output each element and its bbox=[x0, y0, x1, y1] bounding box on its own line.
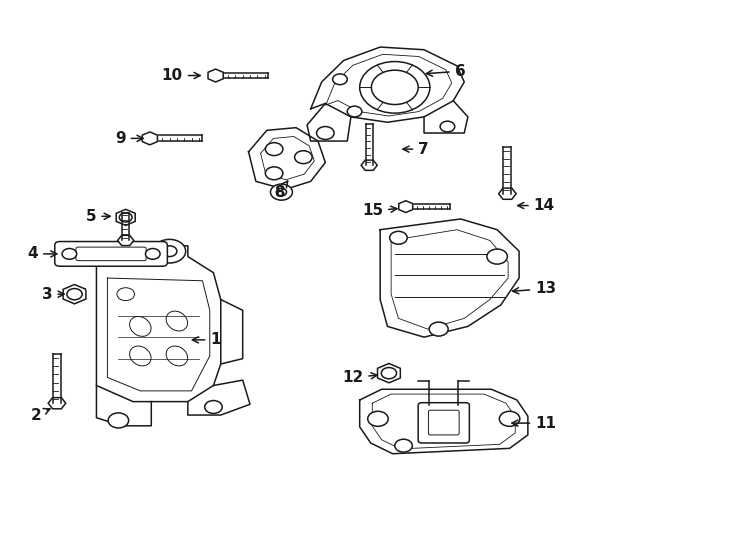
Text: 4: 4 bbox=[27, 246, 57, 261]
Polygon shape bbox=[377, 363, 400, 383]
FancyBboxPatch shape bbox=[418, 403, 469, 443]
Circle shape bbox=[67, 288, 82, 300]
Circle shape bbox=[153, 239, 186, 263]
Circle shape bbox=[266, 167, 283, 180]
Circle shape bbox=[108, 413, 128, 428]
Circle shape bbox=[390, 231, 407, 244]
Circle shape bbox=[205, 401, 222, 414]
Ellipse shape bbox=[166, 311, 188, 331]
Polygon shape bbox=[142, 132, 157, 145]
Text: 3: 3 bbox=[42, 287, 64, 302]
Text: 12: 12 bbox=[342, 370, 377, 385]
Text: 1: 1 bbox=[192, 332, 221, 347]
Circle shape bbox=[440, 121, 455, 132]
Circle shape bbox=[368, 411, 388, 427]
Circle shape bbox=[395, 439, 413, 452]
Text: 2: 2 bbox=[31, 408, 50, 422]
Polygon shape bbox=[117, 235, 134, 246]
Text: 10: 10 bbox=[161, 68, 200, 83]
Circle shape bbox=[429, 322, 448, 336]
Polygon shape bbox=[208, 69, 223, 82]
Text: 13: 13 bbox=[512, 281, 556, 296]
Text: 6: 6 bbox=[426, 64, 465, 79]
Circle shape bbox=[62, 248, 77, 259]
FancyBboxPatch shape bbox=[76, 247, 146, 261]
Polygon shape bbox=[361, 160, 377, 170]
Circle shape bbox=[117, 288, 134, 301]
Circle shape bbox=[120, 213, 132, 222]
Circle shape bbox=[499, 411, 520, 427]
Circle shape bbox=[270, 184, 292, 200]
Text: 15: 15 bbox=[362, 204, 397, 218]
Circle shape bbox=[276, 188, 286, 196]
FancyBboxPatch shape bbox=[429, 410, 459, 435]
Circle shape bbox=[294, 151, 312, 164]
Polygon shape bbox=[116, 210, 135, 225]
Circle shape bbox=[266, 143, 283, 156]
Polygon shape bbox=[48, 397, 66, 409]
Polygon shape bbox=[63, 285, 86, 304]
Circle shape bbox=[145, 248, 160, 259]
Ellipse shape bbox=[130, 316, 151, 336]
Circle shape bbox=[316, 126, 334, 139]
Circle shape bbox=[347, 106, 362, 117]
Text: 5: 5 bbox=[86, 209, 110, 224]
Text: 7: 7 bbox=[403, 141, 429, 157]
Polygon shape bbox=[399, 201, 413, 213]
Text: 14: 14 bbox=[517, 198, 555, 213]
FancyBboxPatch shape bbox=[55, 241, 167, 266]
Polygon shape bbox=[498, 188, 516, 199]
Text: 9: 9 bbox=[115, 131, 143, 146]
Ellipse shape bbox=[130, 346, 151, 366]
Circle shape bbox=[360, 62, 430, 113]
Text: 11: 11 bbox=[512, 416, 556, 430]
Ellipse shape bbox=[166, 346, 188, 366]
Text: 8: 8 bbox=[274, 181, 288, 200]
Circle shape bbox=[333, 74, 347, 85]
Circle shape bbox=[487, 249, 507, 264]
Circle shape bbox=[162, 246, 177, 256]
Circle shape bbox=[371, 70, 418, 105]
Circle shape bbox=[381, 368, 396, 379]
